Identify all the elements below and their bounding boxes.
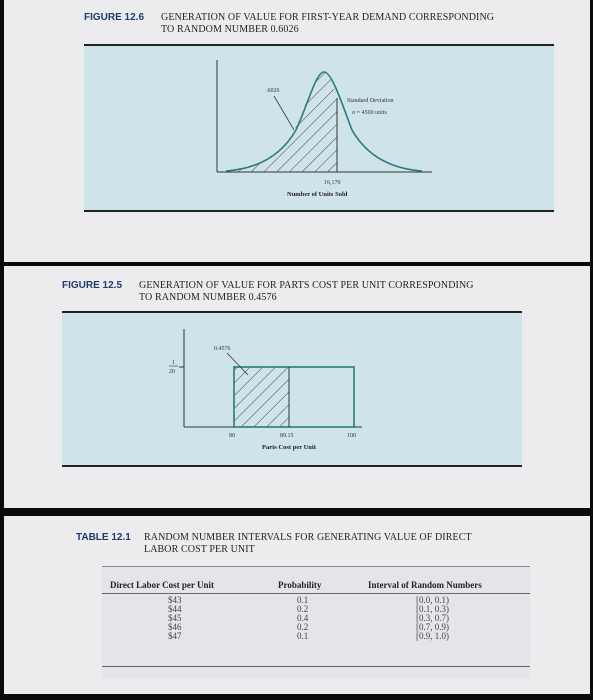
normal-curve [225,71,423,172]
figure-12-6-chart-area: .6026 Standard Deviation σ = 4500 units … [84,46,554,210]
table-cell: 0.4 [297,613,309,623]
x-axis-label: Parts Cost per Unit [262,444,317,451]
table-cell: [0.1, 0.3) [416,604,449,614]
table-header-bottom-rule [102,593,530,594]
uniform-distribution-figure: 1 20 0.4576 80 89.15 100 Parts Cost per … [169,329,362,451]
shaded-area [234,72,337,172]
figure-12-5-title-line2: TO RANDOM NUMBER 0.4576 [139,292,277,303]
table-12-1-title-line1: RANDOM NUMBER INTERVALS FOR GENERATING V… [144,532,472,543]
table-cell: 0.1 [297,595,309,605]
header-probability: Probability [278,580,322,590]
figure-12-6-label: FIGURE 12.6 [84,12,145,23]
table-cell: 0.2 [297,622,309,632]
table-12-1-title: RANDOM NUMBER INTERVALS FOR GENERATING V… [144,532,472,556]
figure-12-6-top-rule [84,44,554,46]
x-tick-value: 89.15 [280,433,294,439]
area-label: .6026 [266,88,280,94]
figure-12-6-bottom-rule [84,210,554,212]
figure-12-5-top-rule [62,311,522,313]
normal-curve-figure: .6026 Standard Deviation σ = 4500 units … [216,60,432,198]
figure-12-5-title: GENERATION OF VALUE FOR PARTS COST PER U… [139,280,474,304]
area-label: 0.4576 [214,346,231,352]
table-12-1-panel: TABLE 12.1 RANDOM NUMBER INTERVALS FOR G… [4,516,590,694]
uniform-rectangle [233,366,355,428]
table-cell: 0.2 [297,604,309,614]
table-cell: $46 [168,622,182,632]
area-label-pointer [273,95,295,131]
x-value-label: 16,170 [324,180,341,186]
table-bottom-rule [102,666,530,667]
figure-12-5-title-line1: GENERATION OF VALUE FOR PARTS COST PER U… [139,280,474,291]
table-cell: [0.3, 0.7) [416,613,449,623]
area-label-pointer [226,352,249,376]
table-12-1-title-line2: LABOR COST PER UNIT [144,544,255,555]
figure-12-6-title-line1: GENERATION OF VALUE FOR FIRST-YEAR DEMAN… [161,12,495,23]
header-direct-labor-cost: Direct Labor Cost per Unit [110,580,214,590]
table-column-cost: $43 $44 $45 $46 $47 [168,596,182,641]
figure-12-5-panel: FIGURE 12.5 GENERATION OF VALUE FOR PART… [4,266,590,508]
table-cell: $47 [168,631,182,641]
figure-12-5-label: FIGURE 12.5 [62,280,123,291]
table-12-1-label: TABLE 12.1 [76,532,131,543]
sd-label-line2: σ = 4500 units [352,110,387,116]
table-column-probability: 0.1 0.2 0.4 0.2 0.1 [297,596,308,641]
x-axis-label: Number of Units Sold [287,191,348,198]
x-tick-left: 80 [229,433,235,439]
table-cell: $43 [168,595,182,605]
table-cell: $44 [168,604,182,614]
table-cell: [0.9, 1.0) [416,631,449,641]
x-tick-right: 100 [347,433,356,439]
table-cell: [0.0, 0.1) [416,595,449,605]
shaded-area [234,367,289,427]
table-cell: $45 [168,613,182,623]
header-interval: Interval of Random Numbers [368,580,482,590]
figure-12-5-chart-area: 1 20 0.4576 80 89.15 100 Parts Cost per … [62,313,522,465]
table-body-area [102,566,530,678]
sd-label-line1: Standard Deviation [347,98,394,104]
figure-12-6-title-line2: TO RANDOM NUMBER 0.6026 [161,24,299,35]
figure-12-6-panel: FIGURE 12.6 GENERATION OF VALUE FOR FIRS… [4,0,590,262]
table-header-top-rule [102,566,530,567]
y-tick-den: 20 [169,369,175,375]
figure-12-6-title: GENERATION OF VALUE FOR FIRST-YEAR DEMAN… [161,12,494,36]
figure-12-5-bottom-rule [62,465,522,467]
table-cell: [0.7, 0.9) [416,622,449,632]
table-cell: 0.1 [297,631,309,641]
y-tick-num: 1 [172,360,175,366]
table-column-interval: [0.0, 0.1) [0.1, 0.3) [0.3, 0.7) [0.7, 0… [416,596,449,641]
